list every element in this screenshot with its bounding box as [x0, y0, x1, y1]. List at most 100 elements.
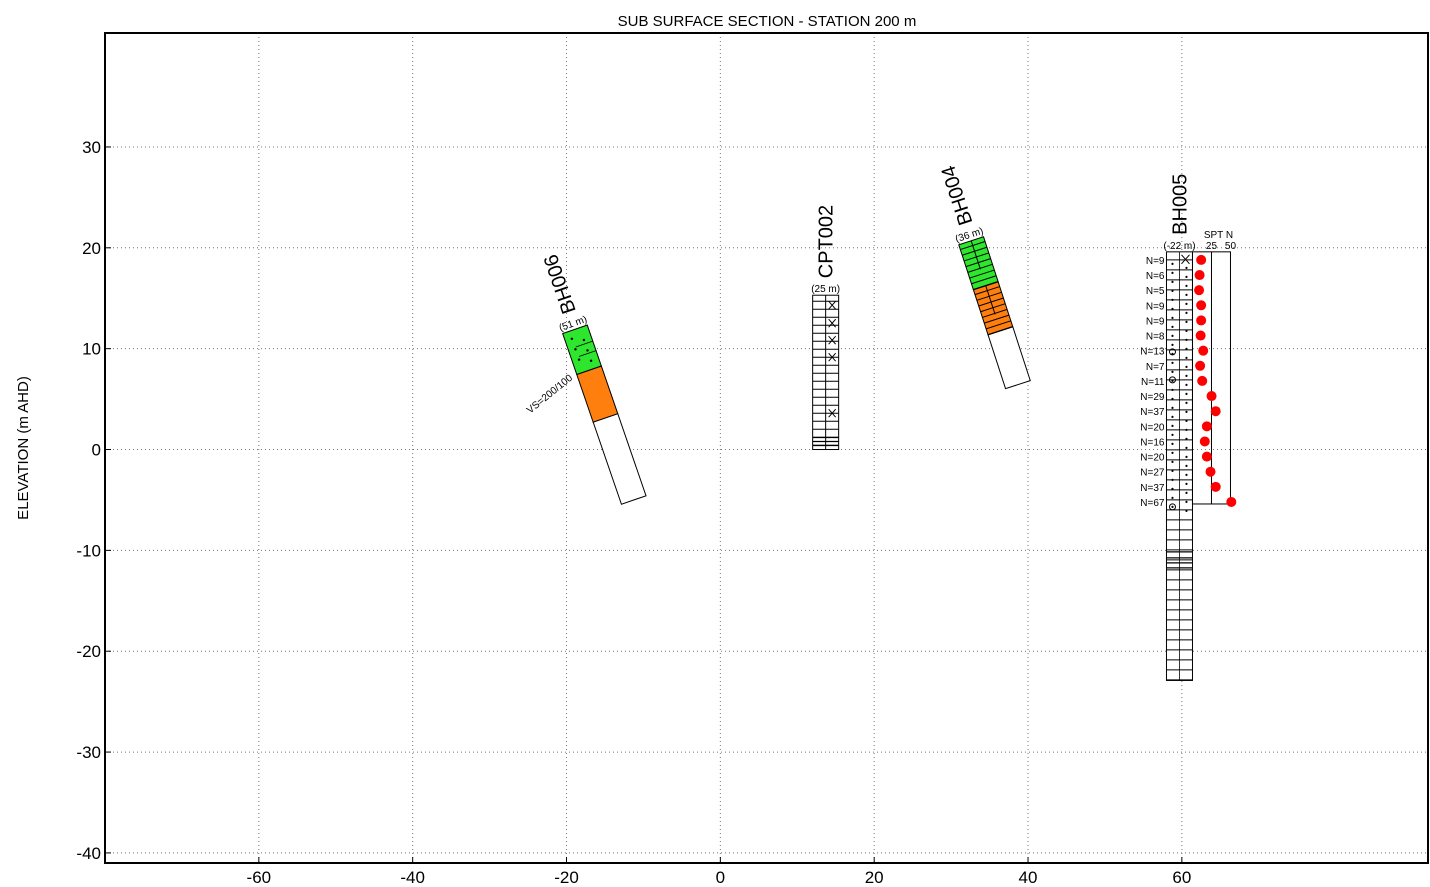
borehole-name: BH004: [937, 163, 977, 228]
pattern-cross: [828, 335, 837, 345]
pattern-dot: [1185, 320, 1188, 323]
pattern-dot: [1171, 496, 1174, 499]
chart-title: SUB SURFACE SECTION - STATION 200 m: [618, 13, 917, 30]
pattern-dot: [1185, 509, 1188, 512]
borehole-cpt002: (25 m) CPT002: [811, 205, 840, 451]
borehole-name: CPT002: [816, 205, 838, 278]
spt-n-label: N=20: [1140, 453, 1165, 464]
pattern-dot: [582, 338, 586, 342]
spt-point: [1194, 285, 1205, 296]
pattern-dot: [1171, 388, 1174, 391]
y-tick-label: -20: [76, 642, 101, 661]
borehole-bh005: (-22 m) BH005: [1163, 174, 1196, 681]
pattern-dot: [1171, 478, 1174, 481]
y-tick-label: -40: [76, 844, 101, 863]
pattern-dot: [1185, 428, 1188, 431]
pattern-cross: [1181, 254, 1190, 265]
spt-n-label: N=9: [1146, 301, 1165, 312]
pattern-dot: [1185, 446, 1188, 449]
pattern-dot: [1185, 383, 1188, 386]
pattern-dot: [1185, 473, 1188, 476]
pattern-dot: [1171, 505, 1174, 508]
pattern-dot: [570, 337, 574, 341]
spt-n-label: N=5: [1146, 286, 1165, 297]
pattern-gravel: [1168, 503, 1176, 511]
grid: [105, 33, 1428, 863]
spt-n-label: N=13: [1140, 347, 1165, 358]
pattern-line: [985, 285, 996, 315]
pattern-dot: [1185, 338, 1188, 341]
pattern-dot: [1171, 487, 1174, 490]
spt-point: [1199, 436, 1210, 447]
pattern-dot: [1185, 464, 1188, 467]
spt-n-label: N=67: [1140, 498, 1165, 509]
pattern-line: [985, 320, 1011, 330]
spt-point: [1194, 270, 1205, 281]
pattern-line: [575, 340, 593, 348]
borehole-name: BH006: [540, 251, 581, 316]
x-tick-label: 40: [1019, 868, 1038, 887]
pattern-cross: [828, 352, 837, 362]
pattern-dot: [1171, 298, 1174, 301]
pattern-dot: [1185, 410, 1188, 413]
spt-n-label: N=9: [1146, 316, 1165, 327]
pattern-dot: [1171, 334, 1174, 337]
pattern-dot: [1185, 482, 1188, 485]
pattern-dot: [1185, 491, 1188, 494]
spt-n-label: N=11: [1141, 377, 1165, 388]
pattern-gravel: [1168, 376, 1176, 384]
x-tick-label: 0: [716, 868, 725, 887]
pattern-dot: [574, 348, 577, 351]
pattern-line: [984, 314, 1010, 324]
pattern-dot: [586, 349, 589, 352]
pattern-dot: [589, 359, 593, 362]
log-band: [562, 324, 603, 376]
pattern-cross: [828, 318, 837, 328]
spt-n-label: N=29: [1140, 392, 1165, 403]
pattern-dot: [1171, 433, 1174, 436]
spt-scale-label: 25: [1206, 241, 1218, 252]
pattern-dot: [1185, 500, 1188, 503]
spt-n-label: N=37: [1140, 407, 1165, 418]
pattern-dot: [1185, 392, 1188, 395]
spt-point: [1196, 300, 1207, 311]
spt-point: [1201, 451, 1212, 462]
spt-point: [1210, 406, 1221, 417]
pattern-dot: [1171, 415, 1174, 418]
spt-n-label: N=27: [1140, 468, 1165, 479]
spt-point: [1195, 330, 1206, 341]
spt-point: [1210, 481, 1221, 492]
pattern-dot: [1171, 379, 1174, 382]
y-tick-label: -10: [76, 541, 101, 560]
pattern-dot: [1171, 262, 1174, 265]
pattern-dot: [1185, 419, 1188, 422]
spt-point: [1206, 391, 1217, 402]
spt-scale-label: 50: [1225, 241, 1237, 252]
y-tick-label: -30: [76, 743, 101, 762]
spt-n-label: N=37: [1140, 483, 1165, 494]
pattern-dot: [1171, 460, 1174, 463]
pattern-cross: [828, 300, 837, 310]
borehole-name: BH005: [1169, 174, 1191, 235]
y-tick-label: 30: [82, 138, 101, 157]
y-tick-label: 0: [92, 441, 101, 460]
x-tick-label: 20: [865, 868, 884, 887]
pattern-line: [971, 275, 997, 285]
spt-point: [1196, 254, 1207, 265]
pattern-dot: [1171, 316, 1174, 319]
pattern-dot: [1171, 406, 1174, 409]
pattern-dot: [1171, 451, 1174, 454]
pattern-dot: [1171, 289, 1174, 292]
spt-point: [1197, 375, 1208, 386]
pattern-dot: [1171, 280, 1174, 283]
pattern-dot: [1171, 361, 1174, 364]
pattern-dot: [1185, 455, 1188, 458]
pattern-dot: [1171, 271, 1174, 274]
pattern-dot: [1171, 424, 1174, 427]
borehole-annotation: VS=200/100: [525, 373, 575, 417]
log-band: [592, 413, 647, 505]
pattern-dot: [1185, 365, 1188, 368]
pattern-dot: [1171, 370, 1174, 373]
pattern-dot: [1171, 325, 1174, 328]
